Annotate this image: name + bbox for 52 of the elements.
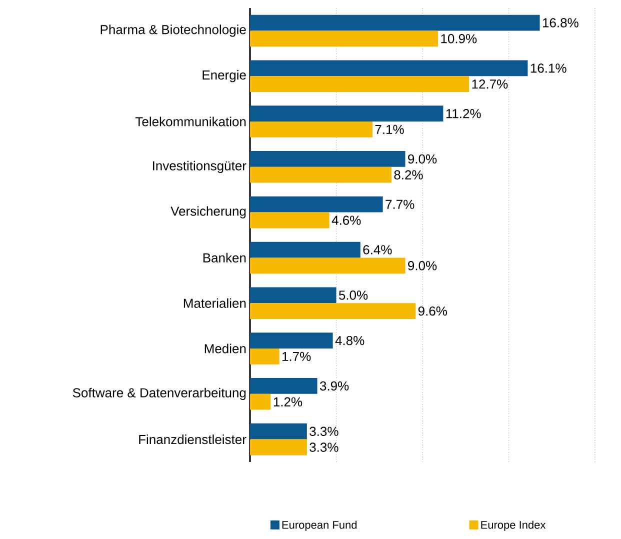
bar (250, 60, 528, 76)
data-label: 11.2% (446, 108, 481, 118)
data-label: 16.1% (530, 64, 566, 73)
y-tick-label: Telekommunikation (135, 116, 246, 126)
y-tick-label: Finanzdienstleister (139, 434, 246, 444)
bar (250, 439, 307, 456)
data-label: 10.9% (441, 34, 477, 44)
data-label: 3.3% (310, 426, 338, 436)
bar (250, 212, 330, 228)
bar (250, 287, 336, 304)
data-label: 9.0% (408, 261, 437, 270)
legend-label: European Fund (282, 520, 357, 531)
data-label: 16.8% (542, 18, 578, 28)
data-label: 4.8% (335, 336, 364, 346)
bar (250, 242, 360, 258)
y-tick-label: Software & Datenverarbeitung (72, 388, 246, 400)
bar (250, 303, 416, 319)
y-tick-label: Energie (202, 70, 246, 82)
data-label: 7.7% (386, 200, 414, 209)
bar (250, 106, 444, 122)
data-label: 9.0% (408, 154, 437, 164)
bar (250, 394, 271, 410)
y-tick-label: Materialien (184, 298, 246, 308)
data-label: 1.2% (274, 397, 302, 406)
bar (250, 30, 438, 47)
data-label: 4.6% (332, 216, 361, 225)
bar (250, 348, 280, 364)
bar (250, 378, 318, 394)
bar (250, 258, 406, 274)
bar (250, 332, 333, 349)
y-tick-label: Banken (203, 252, 246, 262)
data-label: 1.7% (282, 352, 311, 362)
data-label: 3.3% (310, 442, 338, 452)
bar (250, 166, 392, 183)
bar (250, 423, 307, 440)
data-label: 7.1% (375, 124, 404, 134)
data-label: 5.0% (338, 290, 368, 300)
bar (250, 14, 540, 31)
y-tick-label: Medien (204, 344, 246, 354)
bar (250, 76, 470, 92)
y-tick-label: Pharma & Biotechnologie (100, 24, 246, 37)
bar (250, 196, 383, 212)
data-label: 6.4% (363, 245, 392, 254)
y-tick-label: Versicherung (170, 206, 246, 218)
y-tick-label: Investitionsgüter (153, 160, 246, 173)
data-label: 9.6% (418, 306, 447, 316)
data-label: 12.7% (472, 79, 508, 89)
legend-label: Europe Index (481, 520, 546, 531)
bar (250, 151, 406, 167)
bar (250, 122, 372, 138)
data-label: 3.9% (320, 381, 349, 391)
data-label: 8.2% (394, 170, 423, 180)
